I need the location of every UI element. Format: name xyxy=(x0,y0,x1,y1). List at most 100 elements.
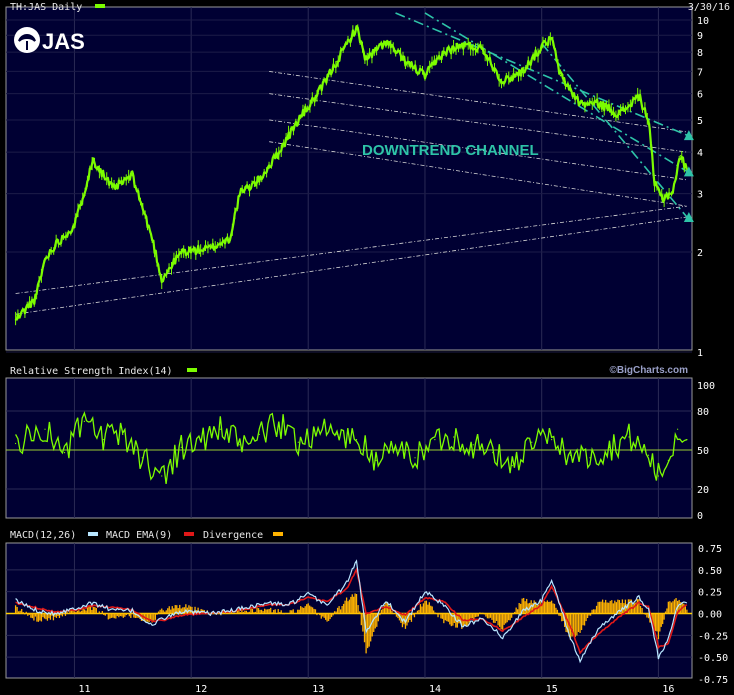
rsi-point xyxy=(122,433,124,435)
rsi-point xyxy=(511,465,513,467)
channel-line-middle xyxy=(424,12,688,173)
price-series xyxy=(14,24,688,326)
price-y-tick-label: 4 xyxy=(697,148,703,159)
rsi-point xyxy=(141,457,143,459)
rsi-y-tick-label: 80 xyxy=(697,407,709,418)
macd-y-tick-label: 0.75 xyxy=(698,544,722,555)
price-point xyxy=(14,319,17,321)
price-point xyxy=(365,58,367,61)
rsi-point xyxy=(647,454,650,456)
price-point xyxy=(317,92,319,95)
rsi-title: Relative Strength Index(14) xyxy=(10,366,173,377)
channel-arrows xyxy=(683,130,694,223)
price-point xyxy=(559,74,562,77)
rsi-point xyxy=(394,446,397,448)
channel-line-upper xyxy=(395,12,688,136)
rsi-point xyxy=(686,439,688,441)
rsi-point xyxy=(297,441,299,443)
price-point xyxy=(598,102,601,105)
price-point xyxy=(679,154,682,157)
downtrend-annotation: DOWNTREND CHANNEL xyxy=(362,142,539,159)
price-point xyxy=(424,74,426,77)
trendline xyxy=(269,119,687,181)
price-point xyxy=(92,158,95,161)
price-point xyxy=(258,179,261,181)
price-point xyxy=(160,278,163,281)
rsi-point xyxy=(569,454,572,456)
price-point xyxy=(54,244,56,246)
trendline xyxy=(269,71,687,133)
channel-arrow-icon xyxy=(683,130,694,141)
rsi-line xyxy=(15,411,688,484)
rsi-point xyxy=(453,436,455,438)
rsi-point xyxy=(83,420,85,422)
rsi-point xyxy=(161,475,163,477)
price-point xyxy=(662,197,664,200)
divergence-legend-swatch xyxy=(273,532,283,536)
price-point xyxy=(443,51,445,53)
price-point xyxy=(180,251,183,253)
rsi-point xyxy=(492,452,494,454)
rsi-point xyxy=(14,442,17,445)
price-point xyxy=(34,297,37,300)
ema-legend-label: MACD EMA(9) xyxy=(106,530,172,541)
rsi-point xyxy=(239,444,241,446)
rsi-point xyxy=(608,446,611,448)
price-y-tick-label: 6 xyxy=(697,90,703,101)
rsi-point xyxy=(628,436,630,438)
jas-logo: JAS xyxy=(14,27,85,54)
price-point xyxy=(209,247,212,250)
rsi-point xyxy=(336,433,338,435)
macd-legend-swatch xyxy=(88,532,98,536)
price-y-tick-label: 7 xyxy=(697,67,703,78)
price-y-tick-label: 5 xyxy=(697,116,703,127)
price-point xyxy=(550,37,553,40)
support-resistance-lines xyxy=(15,71,687,315)
price-y-tick-label: 10 xyxy=(697,16,709,27)
price-point xyxy=(73,224,76,227)
ticker-label: TH:JAS Daily xyxy=(10,2,82,13)
rsi-y-tick-label: 50 xyxy=(697,446,709,457)
ema-legend-swatch xyxy=(184,532,194,536)
rsi-point xyxy=(102,439,104,441)
price-point xyxy=(482,47,484,50)
price-y-tick-label: 9 xyxy=(697,31,703,42)
macd-y-tick-label: -0.75 xyxy=(698,675,728,686)
rsi-point xyxy=(551,439,553,441)
watermark: ©BigCharts.com xyxy=(610,365,689,376)
channel-arrow-icon xyxy=(683,212,694,223)
price-point xyxy=(647,119,650,121)
rsi-point xyxy=(317,428,319,430)
rsi-point xyxy=(63,452,66,454)
rsi-panel xyxy=(5,377,693,519)
rsi-point xyxy=(434,439,436,441)
price-point xyxy=(297,119,300,121)
rsi-point xyxy=(219,428,221,430)
price-point xyxy=(385,40,387,43)
rsi-series xyxy=(14,411,688,484)
price-point xyxy=(540,46,543,48)
macd-y-tick-label: -0.50 xyxy=(698,653,728,664)
axis-ticks: 11 12 13 14 15 16 10 9 8 7 6 5 4 3 2 1 100 80 50 20 0 0.75 0.5… xyxy=(78,16,728,695)
channel-arrow-icon xyxy=(683,166,694,177)
price-point xyxy=(44,258,46,261)
rsi-point xyxy=(44,428,46,430)
price-y-tick-label: 3 xyxy=(697,190,703,201)
price-point xyxy=(404,60,407,63)
price-y-tick-label: 1 xyxy=(697,348,703,359)
macd-y-tick-label: 0.00 xyxy=(698,610,722,621)
price-point xyxy=(672,190,674,193)
downtrend-channel-lines xyxy=(395,12,688,218)
rsi-legend-swatch xyxy=(187,368,197,372)
x-tick-label: 13 xyxy=(312,684,324,695)
trendline xyxy=(269,141,687,207)
price-point xyxy=(229,237,231,240)
rsi-point xyxy=(258,433,260,435)
rsi-y-tick-label: 100 xyxy=(697,381,715,392)
rsi-point xyxy=(414,457,416,459)
logo-text: JAS xyxy=(42,29,85,54)
rsi-point xyxy=(180,446,182,448)
x-tick-label: 12 xyxy=(195,684,207,695)
price-point xyxy=(462,44,465,46)
macd-legend-label: MACD(12,26) xyxy=(10,530,76,541)
